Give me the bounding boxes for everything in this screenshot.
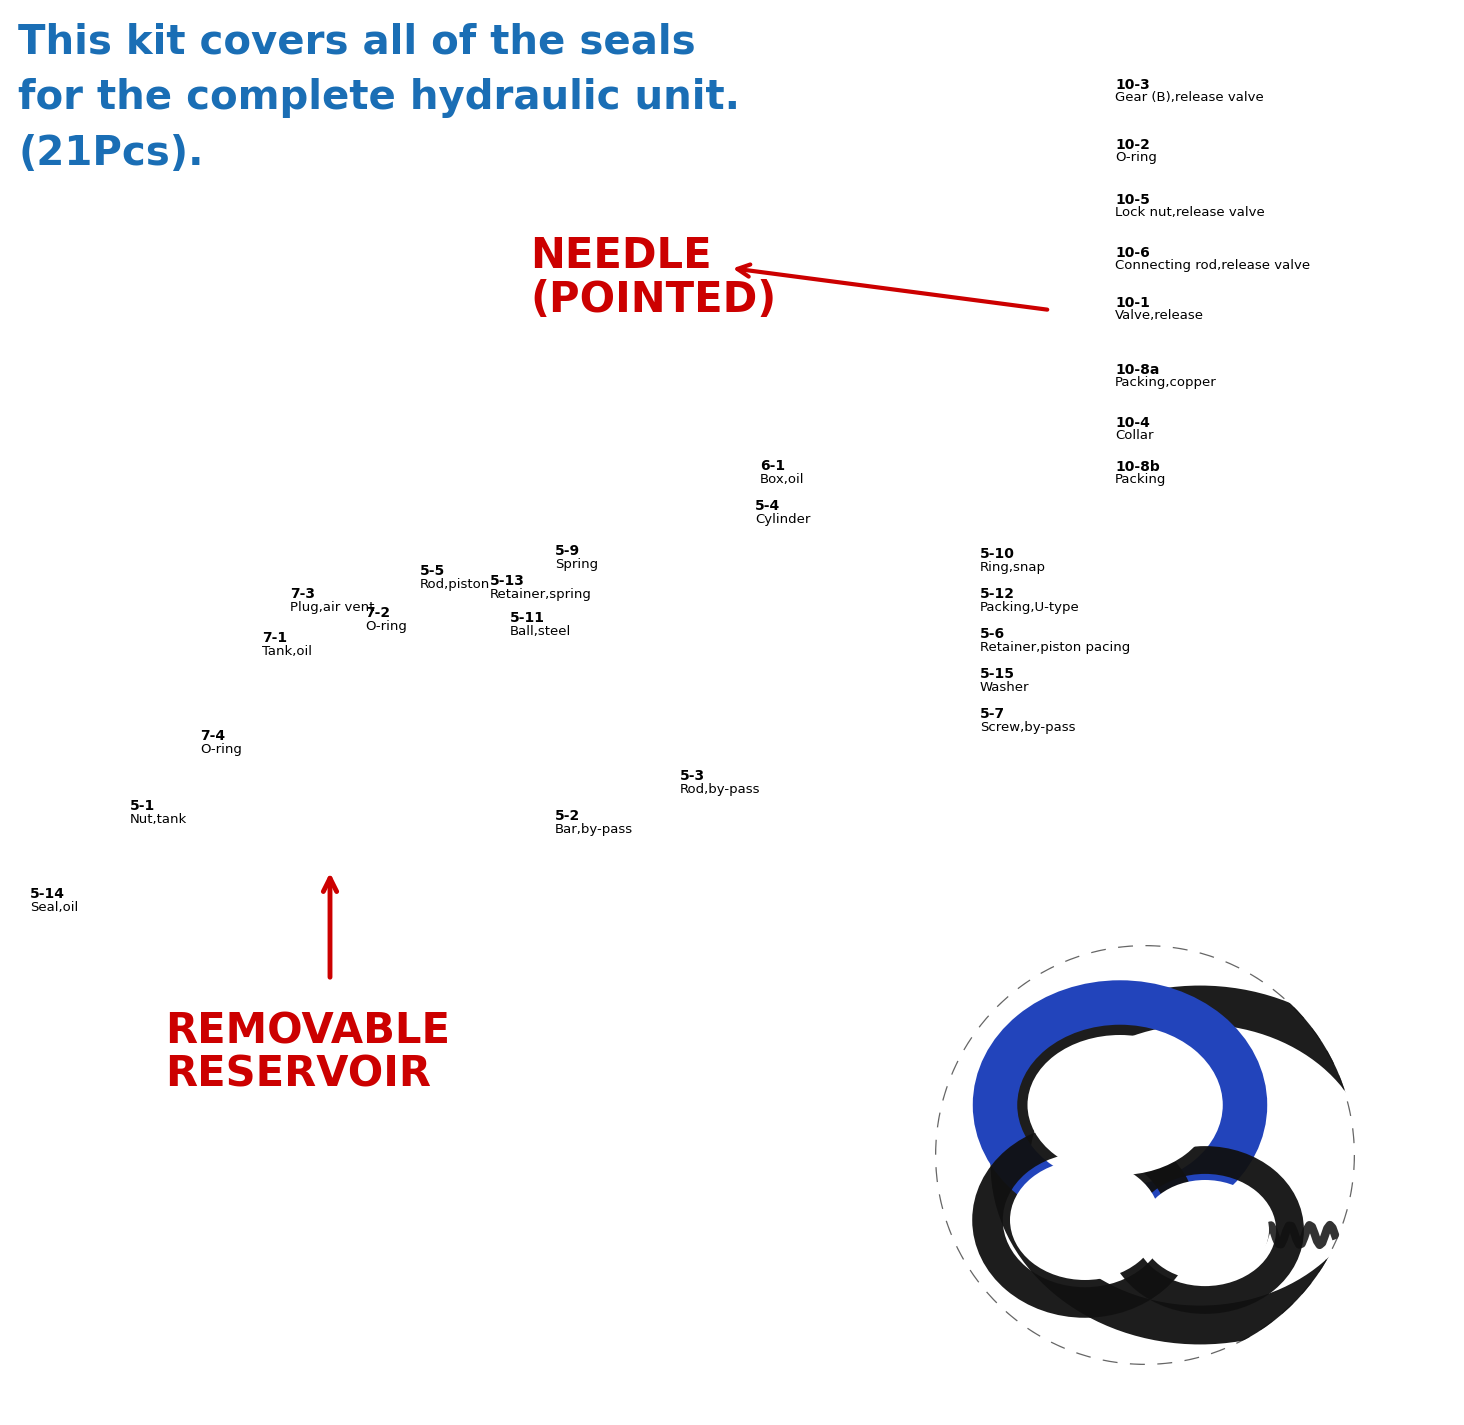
Text: Retainer,piston pacing: Retainer,piston pacing <box>979 641 1130 654</box>
Text: 7-2: 7-2 <box>365 606 389 620</box>
Text: 7-3: 7-3 <box>290 587 315 601</box>
Text: 5-3: 5-3 <box>679 770 706 782</box>
Text: 10-8b: 10-8b <box>1116 460 1159 475</box>
Text: This kit covers all of the seals: This kit covers all of the seals <box>18 21 695 63</box>
Text: Lock nut,release valve: Lock nut,release valve <box>1116 207 1265 219</box>
Text: 5-10: 5-10 <box>979 547 1015 561</box>
Text: 10-5: 10-5 <box>1116 192 1149 207</box>
Text: 5-2: 5-2 <box>555 809 580 824</box>
Text: O-ring: O-ring <box>201 742 242 757</box>
Text: Cylinder: Cylinder <box>755 513 811 526</box>
Text: 7-1: 7-1 <box>262 631 287 646</box>
Polygon shape <box>124 460 244 510</box>
Text: Tank,oil: Tank,oil <box>262 646 312 658</box>
Text: Box,oil: Box,oil <box>760 473 805 486</box>
Text: Plug,air vent: Plug,air vent <box>290 601 375 614</box>
Ellipse shape <box>1058 425 1072 432</box>
Text: 5-13: 5-13 <box>490 574 526 589</box>
Text: 5-5: 5-5 <box>420 564 445 579</box>
Text: (21Pcs).: (21Pcs). <box>18 134 203 174</box>
Polygon shape <box>205 255 315 315</box>
Text: Connecting rod,release valve: Connecting rod,release valve <box>1116 259 1310 272</box>
Ellipse shape <box>29 294 381 527</box>
Text: Rod,piston: Rod,piston <box>420 579 490 591</box>
Text: Screw,by-pass: Screw,by-pass <box>979 721 1076 734</box>
Circle shape <box>937 948 1353 1362</box>
Text: O-ring: O-ring <box>365 620 407 633</box>
Circle shape <box>0 237 378 623</box>
FancyBboxPatch shape <box>15 530 95 610</box>
Ellipse shape <box>1140 1180 1269 1280</box>
Text: 5-9: 5-9 <box>555 544 580 559</box>
Text: Gear (B),release valve: Gear (B),release valve <box>1116 91 1263 104</box>
Text: Bar,by-pass: Bar,by-pass <box>555 824 632 836</box>
Text: Collar: Collar <box>1116 429 1154 442</box>
Text: 5-12: 5-12 <box>979 587 1015 601</box>
Text: 10-8a: 10-8a <box>1116 363 1159 378</box>
Text: 5-7: 5-7 <box>979 707 1006 721</box>
Text: 5-14: 5-14 <box>29 886 64 901</box>
Text: REMOVABLE
RESERVOIR: REMOVABLE RESERVOIR <box>165 1010 449 1096</box>
Text: 5-15: 5-15 <box>979 667 1015 681</box>
Text: 5-6: 5-6 <box>979 627 1006 641</box>
Polygon shape <box>105 259 346 410</box>
Ellipse shape <box>1010 1160 1159 1280</box>
Text: 10-3: 10-3 <box>1116 78 1149 93</box>
Text: Washer: Washer <box>979 681 1029 694</box>
Text: 10-1: 10-1 <box>1116 296 1149 311</box>
Text: O-ring: O-ring <box>1116 151 1157 164</box>
Ellipse shape <box>1028 1035 1212 1176</box>
Polygon shape <box>1061 305 1069 315</box>
Text: Valve,release: Valve,release <box>1116 309 1203 322</box>
Text: for the complete hydraulic unit.: for the complete hydraulic unit. <box>18 78 739 118</box>
Text: Ball,steel: Ball,steel <box>509 626 571 638</box>
Text: 5-1: 5-1 <box>130 799 155 814</box>
Text: Packing,copper: Packing,copper <box>1116 376 1217 389</box>
Text: Packing,U-type: Packing,U-type <box>979 601 1080 614</box>
FancyBboxPatch shape <box>45 400 325 600</box>
Text: 5-11: 5-11 <box>509 611 545 626</box>
Text: Packing: Packing <box>1116 473 1167 486</box>
Text: 6-1: 6-1 <box>760 459 785 473</box>
Circle shape <box>155 550 176 570</box>
Text: 7-4: 7-4 <box>201 730 225 742</box>
Text: Ring,snap: Ring,snap <box>979 561 1045 574</box>
Text: Spring: Spring <box>555 559 599 571</box>
Text: Rod,by-pass: Rod,by-pass <box>679 782 760 797</box>
Text: 5-4: 5-4 <box>755 499 780 513</box>
Text: 10-4: 10-4 <box>1116 416 1149 430</box>
Text: NEEDLE
(POINTED): NEEDLE (POINTED) <box>530 235 776 321</box>
Text: Seal,oil: Seal,oil <box>29 901 78 913</box>
Text: Retainer,spring: Retainer,spring <box>490 589 591 601</box>
Text: 10-2: 10-2 <box>1116 138 1149 152</box>
Text: 10-6: 10-6 <box>1116 247 1149 259</box>
Text: Nut,tank: Nut,tank <box>130 814 187 826</box>
